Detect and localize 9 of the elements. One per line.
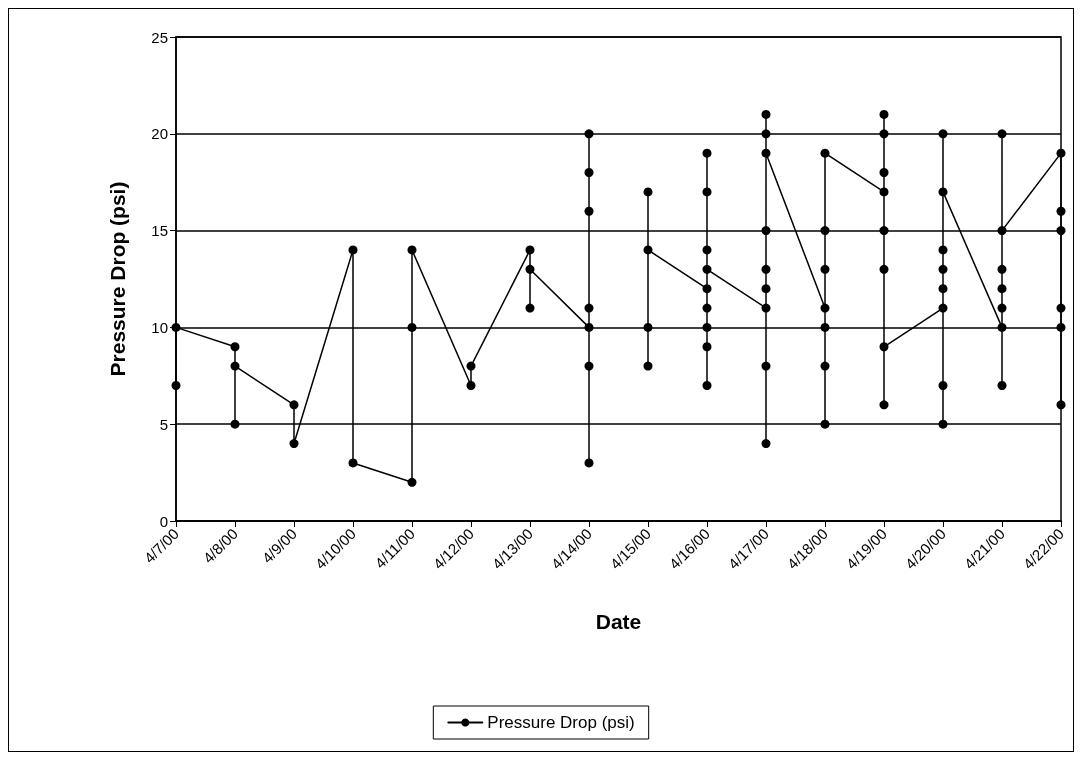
y-tick-label: 5 (159, 415, 168, 433)
legend-label: Pressure Drop (psi) (487, 713, 635, 732)
x-axis-title: Date (595, 610, 642, 633)
y-axis-title: Pressure Drop (psi) (106, 181, 129, 377)
y-tick-label: 20 (151, 125, 168, 143)
y-tick-label: 15 (151, 222, 168, 240)
y-tick-label: 25 (151, 28, 168, 46)
y-tick-label: 0 (159, 512, 168, 530)
y-tick-label: 10 (151, 318, 168, 336)
